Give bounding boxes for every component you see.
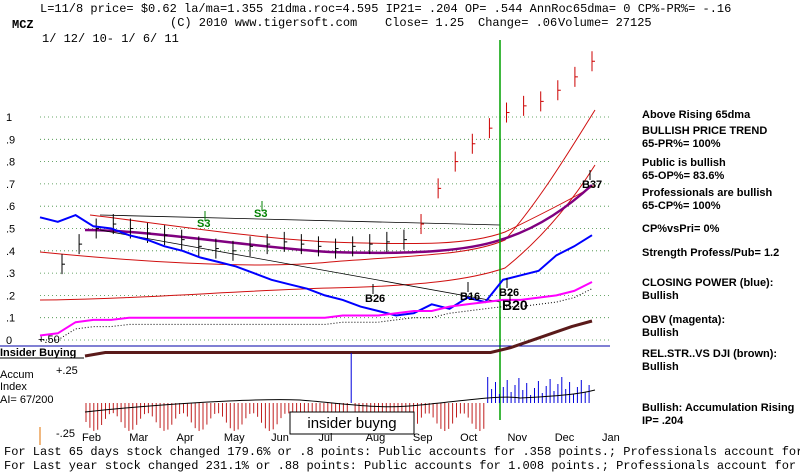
change-value: Change= .06 [478,16,557,30]
right-panel-line: 65-OP%= 83.6% [642,170,724,182]
x-tick-label: Feb [82,432,101,444]
header-line1: L=11/8 price= $0.62 la/ma=1.355 21dma.ro… [40,2,731,16]
obv-zero-label: +.50 [38,334,60,346]
x-tick-label: Jul [318,432,332,444]
moving-average-bands [39,109,596,303]
right-panel-line: Above Rising 65dma [642,109,751,121]
lower-band-line [39,164,596,301]
right-panel-line: Bullish [642,290,679,302]
x-axis-ticks: Feb Mar Apr May Jun Jul Aug Sep Oct Nov Dec Jan [82,432,620,444]
x-tick-label: Jan [602,432,620,444]
right-panel-line: Bullish [642,361,679,373]
trend-line-upper [99,214,501,226]
x-tick-label: Nov [507,432,527,444]
x-tick-label: May [224,432,245,444]
price-tick-label: 1 [6,112,12,124]
right-panel-line: 65-CP%= 100% [642,200,721,212]
price-tick-label: .1 [6,313,15,325]
date-range: 1/ 12/ 10- 1/ 6/ 11 [42,32,179,46]
signal-label: S3 [197,218,210,230]
obv-line [39,281,593,337]
right-panel-line: 65-PR%= 100% [642,138,721,150]
closing-power-line [39,213,593,317]
price-tick-label: .2 [6,290,15,302]
insider-buying-box-text: insider buyng [307,415,396,432]
footer-line2: For Last year stock changed 231.1% or .8… [4,459,800,473]
accum-axis-bottom: -.25 [56,428,75,440]
close-value: Close= 1.25 [385,16,464,30]
price-tick-label: .7 [6,179,15,191]
price-tick-label: 0 [6,335,12,347]
price-tick-label: .4 [6,246,15,258]
signal-label: B26 [365,293,385,305]
right-panel: Above Rising 65dma BULLISH PRICE TREND 65… [642,109,794,427]
right-panel-line: OBV (magenta): [642,314,725,326]
x-tick-label: Apr [177,432,194,444]
insider-buying-label: Insider Buying [0,347,76,359]
price-tick-label: .3 [6,268,15,280]
x-tick-label: Jun [271,432,289,444]
ai-label: AI= 67/200 [0,394,54,406]
signal-label: B37 [582,179,602,191]
rel-strength-line [84,319,593,358]
accum-label-2: Index [0,381,27,393]
upper-band-line [39,109,596,266]
price-tick-label: .6 [6,201,15,213]
volume-value: Volume= 27125 [558,16,652,30]
x-tick-label: Sep [413,432,433,444]
obv-ma-line [40,288,593,341]
x-tick-label: Aug [366,432,386,444]
signal-label: B16 [460,291,480,303]
price-tick-label: .5 [6,224,15,236]
x-tick-label: Dec [555,432,575,444]
insider-buying-box [289,411,415,435]
right-panel-line: Bullish: Accumulation Rising [642,402,794,414]
price-bars [61,51,595,275]
footer-line1: For Last 65 days stock changed 179.6% or… [4,445,800,459]
x-tick-label: Mar [129,432,148,444]
ma65-line [84,184,593,255]
right-panel-line: IP= .204 [642,415,684,427]
x-tick-label: Oct [460,432,477,444]
right-panel-line: Public is bullish [642,157,726,169]
trend-line-lower [99,229,501,303]
accum-ma-line [84,389,596,413]
right-panel-line: CLOSING POWER (blue): [642,277,773,289]
price-tick-label: .8 [6,157,15,169]
right-panel-line: CP%vsPri= 0% [642,223,720,235]
accum-axis-top: +.25 [56,365,78,377]
accum-label: Accum [0,369,34,381]
signal-label: S3 [254,208,267,220]
right-panel-line: Professionals are bullish [642,187,772,199]
signal-label: B26 [499,287,519,299]
right-panel-line: BULLISH PRICE TREND [642,125,767,137]
mid-band-line [89,184,596,245]
right-panel-line: Bullish [642,327,679,339]
copyright: (C) 2010 www.tigersoft.com [170,16,357,30]
price-axis-ticks: 1 .9 .8 .7 .6 .5 .4 .3 .2 .1 0 [6,112,15,347]
signal-label: B20 [502,297,528,313]
ticker-symbol: MCZ [12,18,34,32]
right-panel-line: Strength Profess/Pub= 1.2 [642,247,779,259]
price-tick-label: .9 [6,134,15,146]
right-panel-line: REL.STR..VS DJI (brown): [642,348,777,360]
